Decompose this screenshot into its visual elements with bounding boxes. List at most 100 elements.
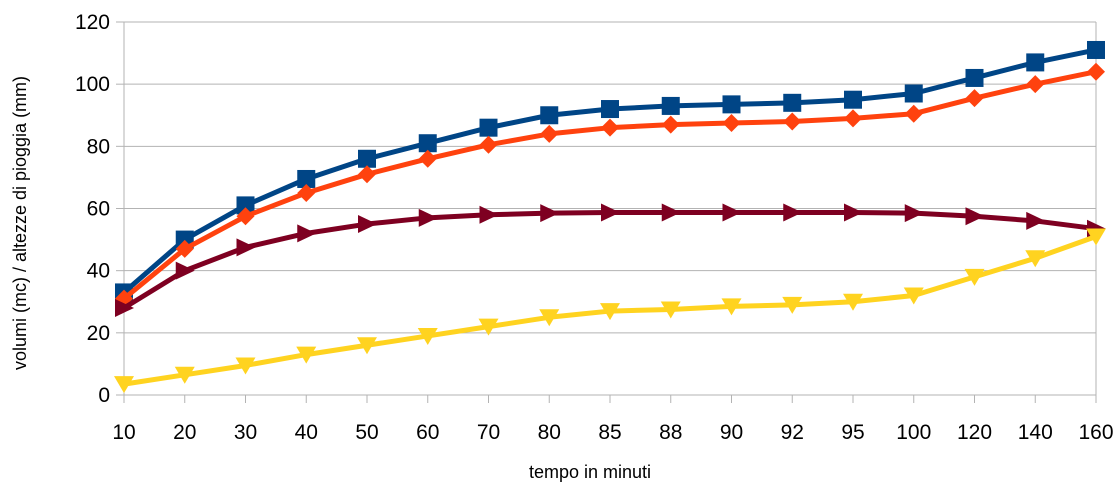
data-point-diamond [601, 118, 619, 137]
data-point-triangle [236, 238, 256, 257]
data-point-square [540, 106, 559, 125]
data-point-diamond [418, 149, 437, 168]
data-point-square [236, 196, 255, 215]
x-tick-label: 50 [355, 421, 378, 444]
data-point-diamond [236, 207, 255, 226]
y-axis-title: volumi (mc) / altezze di pioggia (mm) [10, 76, 30, 370]
data-point-square [1026, 53, 1045, 72]
data-point-triangle [479, 205, 499, 224]
data-point-triangle [964, 268, 985, 286]
data-point-triangle [1086, 228, 1106, 246]
series-line [121, 210, 1099, 311]
data-point-diamond [904, 104, 923, 123]
series-layer [114, 40, 1106, 394]
x-axis-title: tempo in minuti [529, 462, 651, 482]
data-point-diamond [783, 112, 802, 131]
data-point-diamond [1026, 75, 1045, 94]
data-point-diamond [358, 165, 376, 184]
data-point-triangle [904, 204, 924, 223]
series-line [121, 47, 1099, 295]
data-point-square [358, 149, 376, 168]
x-tick-label: 88 [659, 421, 682, 444]
series-3 [115, 203, 1106, 317]
data-point-triangle [297, 224, 317, 243]
data-point-triangle [115, 298, 134, 317]
x-tick-label: 10 [112, 421, 135, 444]
data-point-triangle [235, 357, 256, 375]
x-tick-label: 60 [416, 421, 439, 444]
data-point-triangle [1026, 211, 1046, 230]
data-point-square [904, 84, 923, 103]
series-4 [114, 228, 1106, 394]
data-point-triangle [965, 207, 985, 226]
data-point-diamond [479, 135, 498, 154]
data-point-triangle [175, 261, 195, 280]
data-point-triangle [296, 346, 317, 364]
data-point-diamond [297, 183, 316, 202]
tick-labels: 0 20 40 60 80 100 120 10 20 30 40 50 60 70 80 85 88 90 92 9… [75, 11, 1114, 444]
x-tick-label: 160 [1078, 421, 1113, 444]
axes [116, 21, 1097, 403]
data-point-triangle [540, 204, 560, 223]
x-tick-label: 20 [173, 421, 196, 444]
y-tick-label: 120 [75, 11, 110, 34]
data-point-triangle [601, 203, 620, 222]
data-point-square [479, 118, 498, 137]
data-point-diamond [965, 89, 984, 108]
x-tick-label: 40 [295, 421, 318, 444]
data-point-diamond [844, 109, 862, 128]
y-tick-label: 100 [75, 73, 110, 96]
data-point-diamond [540, 124, 559, 143]
data-point-square [965, 68, 984, 87]
y-tick-label: 20 [87, 322, 110, 345]
x-tick-label: 140 [1018, 421, 1053, 444]
data-point-triangle [478, 318, 499, 336]
data-point-square [1087, 40, 1105, 59]
data-point-triangle [722, 203, 742, 222]
data-point-diamond [175, 239, 194, 258]
x-tick-label: 30 [234, 421, 257, 444]
data-point-diamond [661, 115, 680, 134]
data-point-triangle [417, 327, 438, 345]
x-tick-label: 85 [598, 421, 621, 444]
data-point-triangle [783, 203, 803, 222]
x-tick-label: 120 [957, 421, 992, 444]
series-1 [115, 40, 1105, 302]
x-tick-label: 80 [538, 421, 561, 444]
data-point-square [844, 90, 862, 109]
series-2 [115, 62, 1105, 308]
data-point-square [722, 95, 741, 114]
x-tick-label: 90 [720, 421, 743, 444]
x-tick-label: 100 [896, 421, 931, 444]
data-point-triangle [174, 366, 195, 384]
data-point-triangle [539, 309, 560, 327]
data-point-triangle [782, 296, 803, 314]
data-point-triangle [358, 215, 377, 234]
data-point-triangle [843, 293, 863, 311]
data-point-square [783, 93, 802, 112]
data-point-triangle [1025, 250, 1046, 268]
data-point-square [418, 134, 437, 153]
x-tick-label: 92 [781, 421, 804, 444]
data-point-triangle [661, 203, 681, 222]
y-tick-label: 60 [87, 198, 110, 221]
data-point-square [601, 100, 619, 119]
data-point-diamond [1087, 62, 1105, 81]
data-point-triangle [114, 376, 134, 394]
data-point-square [297, 169, 316, 188]
data-point-diamond [722, 114, 741, 133]
x-tick-label: 95 [841, 421, 864, 444]
data-point-triangle [903, 287, 924, 305]
data-point-triangle [721, 298, 742, 316]
data-point-triangle [844, 203, 863, 222]
x-tick-label: 70 [477, 421, 500, 444]
y-tick-label: 40 [87, 260, 110, 283]
data-point-triangle [357, 337, 377, 355]
data-point-triangle [660, 301, 681, 319]
data-point-triangle [600, 303, 620, 321]
y-tick-label: 80 [87, 135, 110, 158]
data-point-triangle [418, 208, 438, 227]
data-point-square [661, 96, 680, 115]
